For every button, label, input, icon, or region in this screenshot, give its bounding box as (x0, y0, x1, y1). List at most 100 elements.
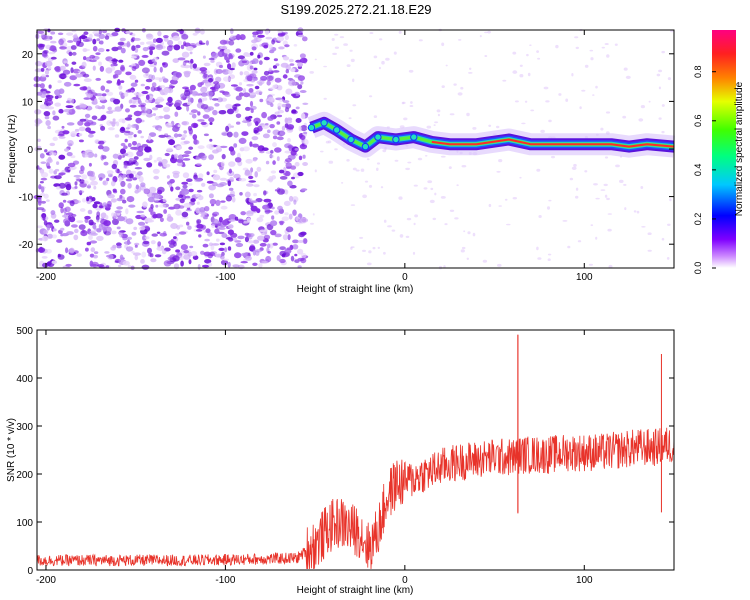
spectrogram-noise-blob (268, 44, 273, 50)
spectrogram-noise-blob (332, 52, 337, 56)
spectrogram-noise-blob (512, 197, 517, 200)
spectrogram-noise-blob (204, 238, 210, 242)
spectrogram-noise-blob (120, 148, 126, 155)
snr-y-axis-label: SNR (10 * v/v) (6, 418, 17, 482)
spectrogram-noise-blob (378, 66, 381, 70)
spectrogram-noise-blob (48, 51, 55, 55)
spectrogram-noise-blob (105, 89, 110, 93)
colorbar-ticks: 0.0 0.2 0.4 0.6 0.8 (693, 65, 716, 274)
spectrogram-noise-blob (102, 146, 110, 152)
spectrogram-noise-blob (50, 210, 56, 216)
spectrogram-noise-blob (430, 187, 434, 191)
spectrogram-noise-blob (213, 211, 219, 215)
spectrogram-noise-blob (123, 162, 128, 169)
spectrogram-noise-blob (537, 57, 541, 60)
spectrogram-noise-blob (277, 188, 285, 195)
spectrogram-noise-blob (194, 179, 202, 183)
spectrogram-noise-blob (110, 198, 117, 203)
spectrogram-noise-blob (185, 208, 192, 212)
spectrogram-noise-blob (271, 39, 275, 45)
spectrogram-noise-blob (274, 210, 280, 215)
spectrogram-noise-blob (595, 197, 600, 200)
spectrogram-noise-blob (180, 244, 188, 251)
spectrogram-noise-blob (116, 226, 121, 230)
spectrogram-noise-blob (300, 231, 307, 236)
spectrogram-noise-blob (217, 50, 225, 58)
spectrogram-noise-blob (285, 88, 293, 95)
spectrogram-noise-blob (59, 65, 66, 71)
spectrogram-noise-blob (299, 135, 306, 140)
spectrogram-noise-blob (658, 117, 662, 120)
spectrogram-noise-blob (100, 212, 107, 219)
spectrogram-noise-blob (180, 44, 185, 50)
spectrogram-noise-blob (182, 172, 190, 179)
spectrogram-noise-blob (119, 232, 123, 238)
spectrogram-noise-blob (555, 44, 559, 49)
spectrogram-noise-blob (272, 70, 280, 73)
spectrogram-noise-blob (249, 141, 253, 147)
spectrogram-noise-blob (151, 58, 156, 63)
spectrogram-noise-blob (567, 245, 571, 249)
spectrogram-noise-blob (133, 110, 142, 117)
spectrogram-noise-blob (146, 33, 154, 40)
spectrogram-noise-blob (105, 226, 112, 233)
spectrogram-noise-blob (256, 217, 264, 223)
spectrogram-noise-blob (263, 198, 272, 203)
spectrogram-noise-blob (128, 204, 136, 208)
spectrogram-noise-blob (288, 213, 293, 220)
spectrogram-noise-blob (92, 224, 97, 229)
spectrogram-noise-blob (208, 242, 213, 247)
spectrogram-noise-blob (58, 202, 64, 209)
spectrogram-noise-blob (152, 168, 160, 174)
spectrogram-noise-blob (94, 98, 98, 105)
y-tick-label: 100 (16, 518, 33, 529)
spectrogram-noise-blob (225, 103, 233, 109)
spectrogram-noise-blob (45, 248, 52, 254)
spectrogram-noise-blob (86, 196, 90, 202)
spectrogram-noise-blob (216, 238, 220, 242)
spectrogram-noise-blob (251, 136, 259, 141)
spectrogram-noise-blob (267, 116, 274, 121)
spectrogram-noise-blob (116, 242, 122, 247)
spectrogram-noise-blob (153, 159, 157, 163)
spectrogram-noise-blob (86, 120, 94, 125)
spectrogram-noise-blob (278, 46, 285, 50)
spectrogram-noise-blob (133, 37, 141, 41)
spectrogram-noise-blob (54, 168, 60, 172)
spectrogram-noise-blob (377, 246, 380, 249)
spectrogram-noise-blob (66, 231, 74, 235)
spectrogram-noise-blob (177, 194, 184, 198)
spectrogram-noise-blob (79, 179, 85, 184)
spectrogram-noise-blob (190, 198, 196, 203)
spectrogram-noise-blob (175, 209, 182, 216)
spectrogram-noise-blob (34, 109, 42, 115)
spectrogram-noise-blob (117, 155, 122, 160)
spectrogram-noise-blob (472, 232, 476, 237)
spectrogram-noise-blob (257, 235, 265, 241)
spectrogram-noise-blob (150, 258, 157, 263)
spectrogram-noise-blob (134, 254, 139, 261)
spectrogram-x-ticks: -200 -100 0 100 (36, 30, 593, 283)
spectrogram-noise-blob (54, 95, 59, 100)
y-tick-label: 0 (27, 566, 33, 577)
spectrogram-noise-blob (449, 113, 455, 116)
spectrogram-noise-blob (102, 202, 108, 207)
spectrogram-noise-blob (496, 170, 501, 173)
spectrogram-noise-blob (127, 182, 132, 189)
spectrogram-noise-blob (285, 69, 289, 74)
spectrogram-noise-blob (100, 40, 104, 45)
spectrogram-noise-blob (441, 42, 445, 47)
spectrogram-noise-blob (154, 115, 160, 121)
spectrogram-noise-blob (58, 154, 66, 160)
spectrogram-noise-blob (50, 56, 57, 60)
spectrogram-noise-blob (88, 233, 97, 236)
spectrogram-noise-blob (266, 178, 274, 182)
spectrogram-noise-blob (98, 140, 105, 145)
spectrogram-noise-blob (266, 80, 271, 86)
spectrogram-noise-blob (276, 136, 284, 141)
spectrogram-noise-blob (658, 69, 663, 73)
spectrogram-noise-blob (558, 93, 562, 96)
spectrogram-noise-blob (136, 210, 145, 214)
spectrogram-noise-blob (144, 236, 150, 240)
